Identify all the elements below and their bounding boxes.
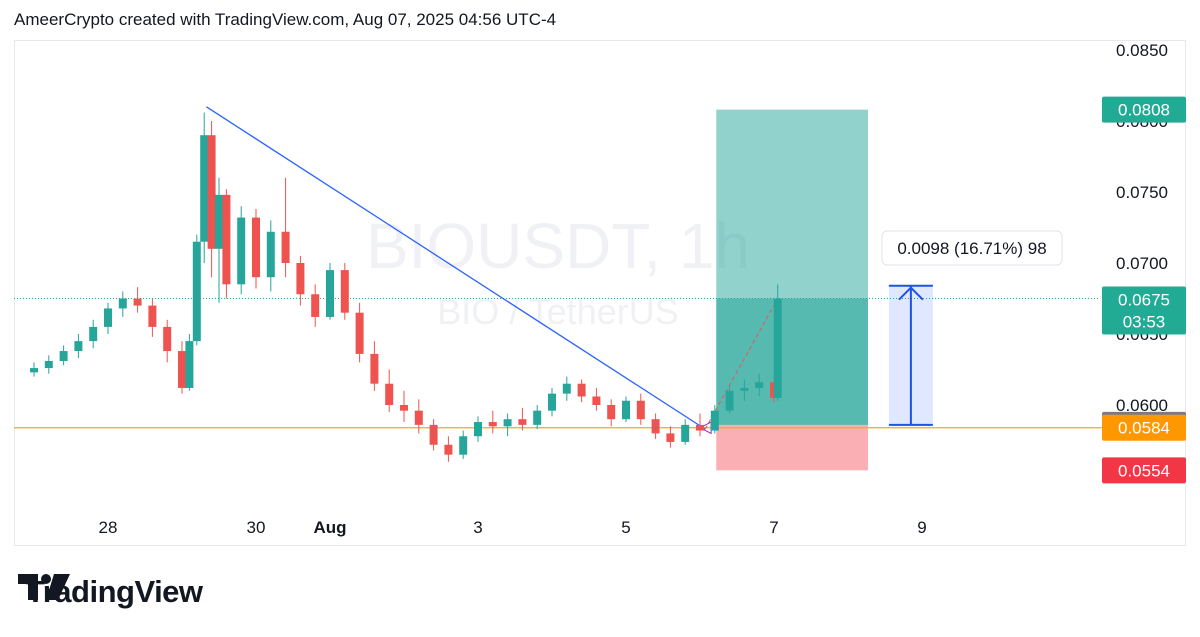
candle-body: [200, 135, 209, 242]
candle-body: [429, 424, 438, 445]
candle-body: [755, 382, 764, 388]
candle-body: [592, 396, 601, 405]
candle-body: [577, 383, 586, 397]
candle-body: [281, 231, 290, 263]
tradingview-logo: TradingView: [18, 574, 203, 610]
candle-body: [385, 383, 394, 405]
position-zones: [716, 109, 868, 471]
candle-body: [192, 241, 201, 342]
candle-body: [696, 424, 704, 431]
candle-body: [104, 308, 112, 327]
price-label: 0.0554: [1118, 461, 1170, 480]
candle-body: [681, 424, 690, 442]
candle-body: [607, 405, 616, 420]
candle-body: [237, 217, 246, 285]
candle-body: [488, 422, 497, 427]
candle-body: [548, 393, 556, 411]
y-tick-label: 0.0850: [1116, 41, 1168, 60]
candles: [30, 112, 782, 462]
candle-body: [296, 263, 305, 295]
candle-body: [133, 298, 142, 306]
x-tick-label: Aug: [313, 518, 346, 537]
candle-body: [207, 135, 216, 249]
price-label: 0.0808: [1118, 101, 1170, 120]
stop-zone: [716, 424, 868, 471]
candle-body: [562, 383, 571, 394]
candle-body: [74, 341, 83, 352]
projection-line: [704, 298, 779, 430]
candle-body: [622, 400, 630, 420]
candle-body: [222, 194, 231, 285]
x-tick-label: 3: [473, 518, 482, 537]
candle-body: [266, 231, 275, 278]
candle-body: [636, 400, 645, 420]
x-tick-label: 5: [621, 518, 630, 537]
candle-body: [503, 419, 512, 427]
price-label-countdown: 03:53: [1123, 313, 1166, 332]
watermark-symbol: BIOUSDT, 1h: [366, 210, 750, 282]
candle-body: [44, 360, 53, 369]
candle-body: [773, 298, 782, 398]
candle-body: [459, 436, 468, 455]
measure-tool: 0.0098 (16.71%) 98: [881, 230, 1063, 426]
measure-label: 0.0098 (16.71%) 98: [897, 239, 1046, 258]
price-label-box: [1102, 96, 1186, 123]
y-tick-label: 0.0750: [1116, 183, 1168, 202]
price-label-box: [1102, 414, 1186, 441]
candle-body: [148, 305, 157, 327]
chart-caption: AmeerCrypto created with TradingView.com…: [14, 10, 557, 29]
candle-body: [370, 353, 379, 384]
candle-body: [252, 217, 260, 278]
candle-body: [311, 294, 320, 317]
candle-body: [178, 351, 186, 388]
candle-body: [666, 433, 675, 442]
candle-body: [59, 351, 68, 361]
candle-body: [355, 312, 364, 354]
price-label: 0.0584: [1118, 419, 1170, 438]
price-label: 0.0675: [1118, 291, 1170, 310]
watermark-pair: BIO / TetherUS: [437, 291, 678, 332]
axes: 0.08500.08000.07500.07000.06500.06002830…: [99, 41, 1186, 537]
candle-body: [414, 410, 423, 425]
candle-body: [474, 422, 482, 437]
x-tick-label: 28: [99, 518, 118, 537]
candle-body: [400, 405, 408, 411]
trendline: [206, 106, 706, 430]
candle-body: [740, 387, 749, 391]
y-tick-label: 0.0600: [1116, 396, 1168, 415]
candle-body: [651, 419, 660, 434]
candle-body: [518, 419, 527, 425]
candle-body: [215, 194, 223, 249]
x-tick-label: 7: [769, 518, 778, 537]
candle-body: [725, 390, 734, 411]
price-label-box: [1102, 457, 1186, 484]
tradingview-logo-icon: [18, 574, 70, 600]
candle-body: [340, 270, 349, 313]
price-label-box: [1102, 286, 1186, 335]
candle-body: [89, 326, 98, 342]
measure-arrow-head: [898, 286, 924, 301]
x-tick-label: 30: [247, 518, 266, 537]
candle-body: [326, 270, 334, 317]
candle-body: [118, 298, 127, 309]
measure-label-box: [881, 230, 1063, 266]
y-tick-label: 0.0700: [1116, 254, 1168, 273]
candle-body: [185, 341, 194, 388]
filled-profit-zone: [716, 298, 868, 425]
x-tick-label: 9: [917, 518, 926, 537]
price-chart[interactable]: BIOUSDT, 1h BIO / TetherUS 0.0098 (16.71…: [0, 0, 1200, 560]
candle-body: [163, 326, 172, 352]
candle-body: [533, 410, 542, 425]
candle-body: [710, 410, 719, 431]
candle-body: [30, 368, 38, 373]
candle-body: [444, 444, 453, 455]
